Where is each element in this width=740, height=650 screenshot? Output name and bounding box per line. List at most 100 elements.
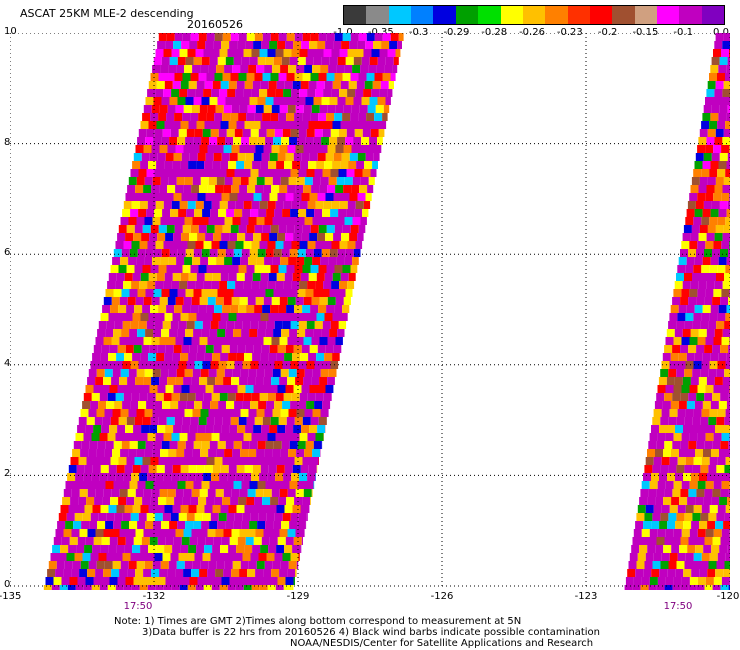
heatmap-cell: [707, 521, 716, 529]
heatmap-cell: [102, 305, 111, 313]
heatmap-cell: [231, 145, 240, 153]
heatmap-cell: [222, 497, 231, 505]
heatmap-cell: [726, 257, 730, 265]
heatmap-cell: [188, 81, 197, 89]
heatmap-cell: [210, 401, 219, 409]
heatmap-cell: [211, 393, 220, 401]
heatmap-cell: [131, 241, 140, 249]
heatmap-cell: [696, 489, 705, 497]
heatmap-cell: [667, 569, 676, 577]
heatmap-cell: [104, 449, 113, 457]
heatmap-cell: [721, 145, 730, 153]
heatmap-cell: [277, 345, 286, 353]
heatmap-cell: [701, 457, 710, 465]
heatmap-cell: [174, 265, 183, 273]
heatmap-cell: [152, 65, 161, 73]
heatmap-cell: [195, 433, 204, 441]
heatmap-cell: [123, 393, 132, 401]
heatmap-cell: [158, 417, 167, 425]
heatmap-cell: [162, 553, 171, 561]
heatmap-cell: [716, 321, 725, 329]
heatmap-cell: [77, 537, 86, 545]
heatmap-cell: [242, 401, 251, 409]
heatmap-cell: [668, 513, 677, 521]
heatmap-cell: [206, 457, 215, 465]
heatmap-cell: [111, 377, 120, 385]
heatmap-cell: [104, 561, 113, 569]
heatmap-cell: [181, 233, 190, 241]
heatmap-cell: [651, 473, 659, 481]
heatmap-cell: [193, 481, 202, 489]
heatmap-cell: [266, 129, 275, 137]
heatmap-cell: [140, 465, 149, 473]
heatmap-cell: [310, 417, 319, 425]
heatmap-cell: [159, 377, 168, 385]
heatmap-cell: [249, 249, 258, 257]
heatmap-cell: [230, 417, 239, 425]
heatmap-cell: [674, 329, 683, 337]
heatmap-cell: [693, 505, 702, 513]
heatmap-cell: [200, 561, 209, 569]
heatmap-cell: [122, 553, 131, 561]
heatmap-cell: [235, 201, 244, 209]
heatmap-cell: [332, 161, 341, 169]
heatmap-cell: [53, 577, 62, 585]
heatmap-cell: [309, 385, 318, 393]
heatmap-cell: [307, 281, 316, 289]
heatmap-cell: [724, 369, 730, 377]
heatmap-cell: [210, 553, 219, 561]
heatmap-cell: [80, 449, 89, 457]
heatmap-cell: [285, 233, 294, 241]
heatmap-cell: [290, 553, 299, 561]
heatmap-cell: [314, 321, 323, 329]
heatmap-cell: [665, 433, 674, 441]
heatmap-cell: [684, 273, 692, 281]
heatmap-cell: [194, 129, 203, 137]
heatmap-cell: [195, 281, 204, 289]
heatmap-cell: [106, 553, 115, 561]
heatmap-cell: [204, 353, 213, 361]
heatmap-cell: [257, 481, 266, 489]
heatmap-cell: [680, 441, 689, 449]
heatmap-cell: [285, 153, 294, 161]
heatmap-cell: [165, 537, 174, 545]
heatmap-cell: [131, 585, 140, 590]
heatmap-cell: [172, 505, 181, 513]
heatmap-cell: [276, 81, 285, 89]
heatmap-cell: [184, 449, 193, 457]
heatmap-cell: [664, 393, 673, 401]
heatmap-cell: [284, 273, 293, 281]
heatmap-cell: [119, 377, 128, 385]
heatmap-cell: [124, 465, 133, 473]
heatmap-cell: [710, 305, 719, 313]
heatmap-cell: [707, 129, 716, 137]
heatmap-cell: [278, 417, 287, 425]
heatmap-cell: [141, 577, 150, 585]
heatmap-cell: [145, 441, 154, 449]
swath-time-1: 17:50: [123, 601, 153, 612]
heatmap-cell: [373, 41, 382, 49]
heatmap-cell: [301, 537, 303, 545]
heatmap-cell: [325, 193, 334, 201]
heatmap-cell: [303, 337, 312, 345]
heatmap-cell: [248, 369, 257, 377]
heatmap-cell: [107, 281, 116, 289]
colorbar-swatch: [522, 6, 546, 24]
heatmap-cell: [132, 313, 141, 321]
heatmap-cell: [245, 425, 254, 433]
heatmap-cell: [170, 129, 179, 137]
heatmap-cell: [235, 433, 244, 441]
heatmap-cell: [248, 177, 257, 185]
heatmap-cell: [136, 561, 145, 569]
heatmap-cell: [146, 553, 155, 561]
heatmap-cell: [235, 585, 244, 590]
heatmap-cell: [689, 337, 698, 345]
heatmap-cell: [267, 201, 276, 209]
heatmap-cell: [673, 337, 682, 345]
heatmap-cell: [152, 177, 161, 185]
heatmap-cell: [282, 553, 291, 561]
colorbar-swatch: [701, 6, 725, 24]
heatmap-cell: [717, 409, 726, 417]
heatmap-cell: [182, 113, 191, 121]
heatmap-cell: [248, 409, 257, 417]
